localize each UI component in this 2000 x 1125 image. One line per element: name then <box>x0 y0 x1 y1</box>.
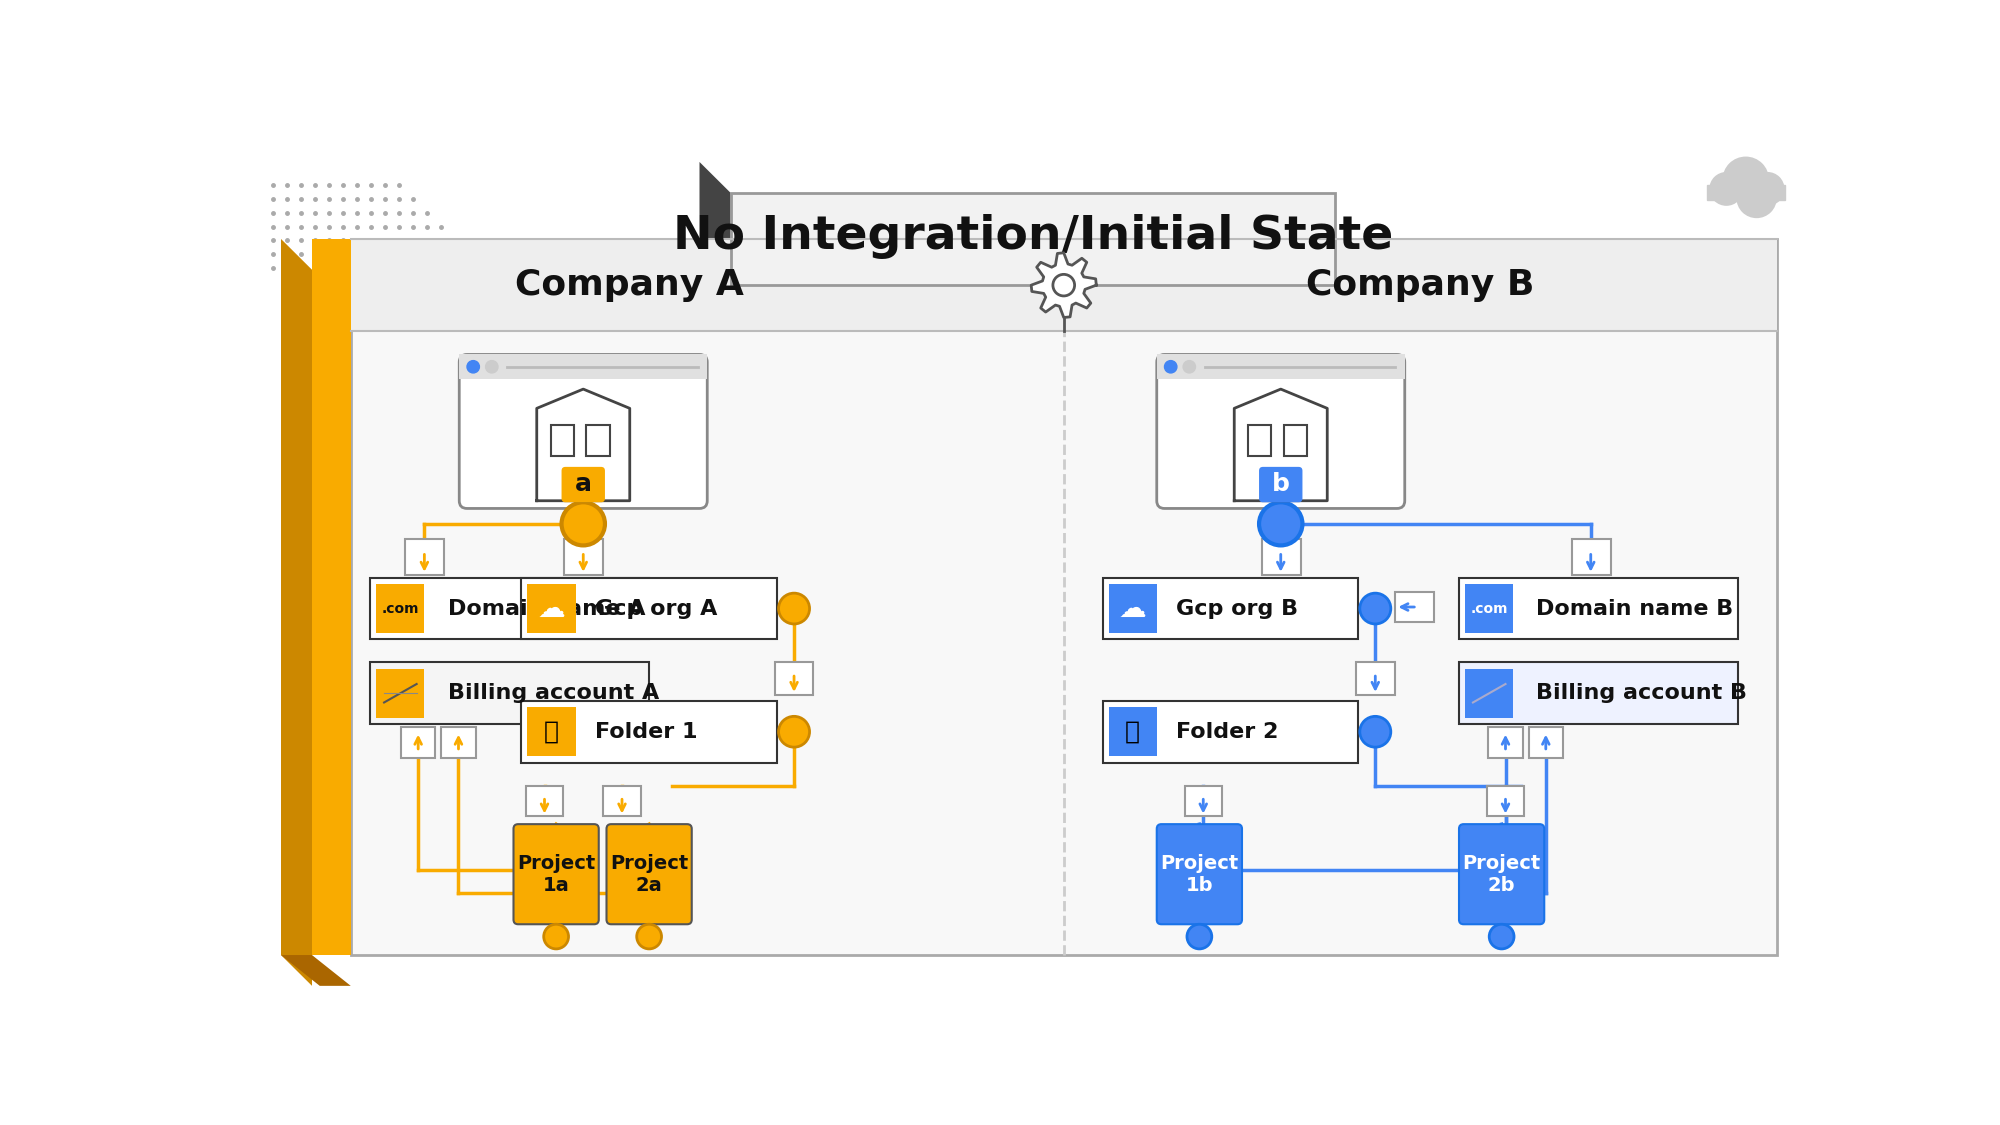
Text: Gcp org B: Gcp org B <box>1176 598 1298 619</box>
Bar <box>404 539 444 575</box>
Text: Company B: Company B <box>1306 268 1534 303</box>
Bar <box>402 727 436 758</box>
Text: Folder 2: Folder 2 <box>1176 722 1278 741</box>
Bar <box>376 584 424 633</box>
Bar <box>604 785 640 817</box>
Bar <box>312 238 350 955</box>
Polygon shape <box>280 955 350 986</box>
Bar <box>550 425 574 456</box>
Bar <box>1486 785 1524 817</box>
Bar <box>370 663 650 724</box>
Text: Project
1b: Project 1b <box>1160 854 1238 894</box>
Text: ☁: ☁ <box>1118 594 1146 622</box>
Bar <box>1262 539 1300 575</box>
Bar <box>376 668 424 718</box>
Circle shape <box>1360 717 1390 747</box>
Bar <box>1102 701 1358 763</box>
Bar <box>1102 578 1358 639</box>
Bar <box>1528 727 1562 758</box>
Circle shape <box>1490 925 1514 948</box>
Circle shape <box>778 717 810 747</box>
Bar <box>350 238 1776 955</box>
Circle shape <box>1184 361 1196 372</box>
Text: 🗂: 🗂 <box>1126 720 1140 744</box>
Bar <box>526 785 564 817</box>
Bar <box>1488 727 1522 758</box>
Text: Folder 1: Folder 1 <box>594 722 698 741</box>
Bar <box>522 701 776 763</box>
Bar <box>522 578 776 639</box>
Bar <box>1466 668 1514 718</box>
Bar <box>1108 708 1156 756</box>
Bar <box>1108 584 1156 633</box>
Circle shape <box>1722 156 1770 202</box>
Circle shape <box>468 361 480 372</box>
FancyBboxPatch shape <box>514 825 598 925</box>
Circle shape <box>1710 172 1744 206</box>
Text: a: a <box>574 471 592 496</box>
Bar <box>1356 663 1394 695</box>
Text: 🗂: 🗂 <box>544 720 558 744</box>
Bar <box>1248 425 1272 456</box>
Bar <box>442 727 476 758</box>
FancyBboxPatch shape <box>606 825 692 925</box>
Polygon shape <box>536 389 630 501</box>
Bar <box>564 539 602 575</box>
Bar <box>1708 184 1784 200</box>
Circle shape <box>486 361 498 372</box>
Text: Domain name B: Domain name B <box>1536 598 1734 619</box>
Circle shape <box>1360 593 1390 624</box>
Polygon shape <box>280 238 312 986</box>
Bar <box>1396 592 1434 622</box>
FancyBboxPatch shape <box>460 354 708 508</box>
FancyBboxPatch shape <box>562 467 604 502</box>
FancyBboxPatch shape <box>1156 825 1242 925</box>
Circle shape <box>778 593 810 624</box>
Text: b: b <box>1272 471 1290 496</box>
Bar <box>1284 425 1308 456</box>
Text: Billing account A: Billing account A <box>448 683 658 703</box>
Bar <box>1460 663 1738 724</box>
Bar <box>1572 539 1610 575</box>
Circle shape <box>544 925 568 948</box>
Text: .com: .com <box>1470 602 1508 615</box>
Text: ☁: ☁ <box>538 594 566 622</box>
Bar <box>1466 584 1514 633</box>
Text: Project
2a: Project 2a <box>610 854 688 894</box>
Bar <box>350 238 1776 332</box>
Polygon shape <box>1234 389 1328 501</box>
Text: No Integration/Initial State: No Integration/Initial State <box>672 214 1392 259</box>
FancyBboxPatch shape <box>1156 354 1404 508</box>
Bar <box>774 663 814 695</box>
Bar <box>1460 578 1738 639</box>
Circle shape <box>1186 925 1212 948</box>
FancyBboxPatch shape <box>1260 467 1302 502</box>
Circle shape <box>1260 502 1302 546</box>
Text: Company A: Company A <box>516 268 744 303</box>
Circle shape <box>1164 361 1176 372</box>
Bar <box>528 584 576 633</box>
Text: Project
2b: Project 2b <box>1462 854 1540 894</box>
Text: Gcp org A: Gcp org A <box>594 598 718 619</box>
Polygon shape <box>700 162 730 316</box>
Circle shape <box>1052 274 1074 296</box>
Circle shape <box>636 925 662 948</box>
Bar <box>370 578 650 639</box>
Circle shape <box>1750 172 1784 206</box>
Bar <box>1156 354 1404 379</box>
Text: Domain name A: Domain name A <box>448 598 646 619</box>
Bar <box>1184 785 1222 817</box>
Circle shape <box>562 502 604 546</box>
Bar <box>528 708 576 756</box>
Bar <box>586 425 610 456</box>
Polygon shape <box>1032 253 1096 317</box>
Circle shape <box>1736 178 1776 218</box>
Bar <box>460 354 708 379</box>
Text: Project
1a: Project 1a <box>516 854 596 894</box>
Text: .com: .com <box>382 602 420 615</box>
Bar <box>730 192 1336 285</box>
Text: Billing account B: Billing account B <box>1536 683 1748 703</box>
FancyBboxPatch shape <box>1460 825 1544 925</box>
